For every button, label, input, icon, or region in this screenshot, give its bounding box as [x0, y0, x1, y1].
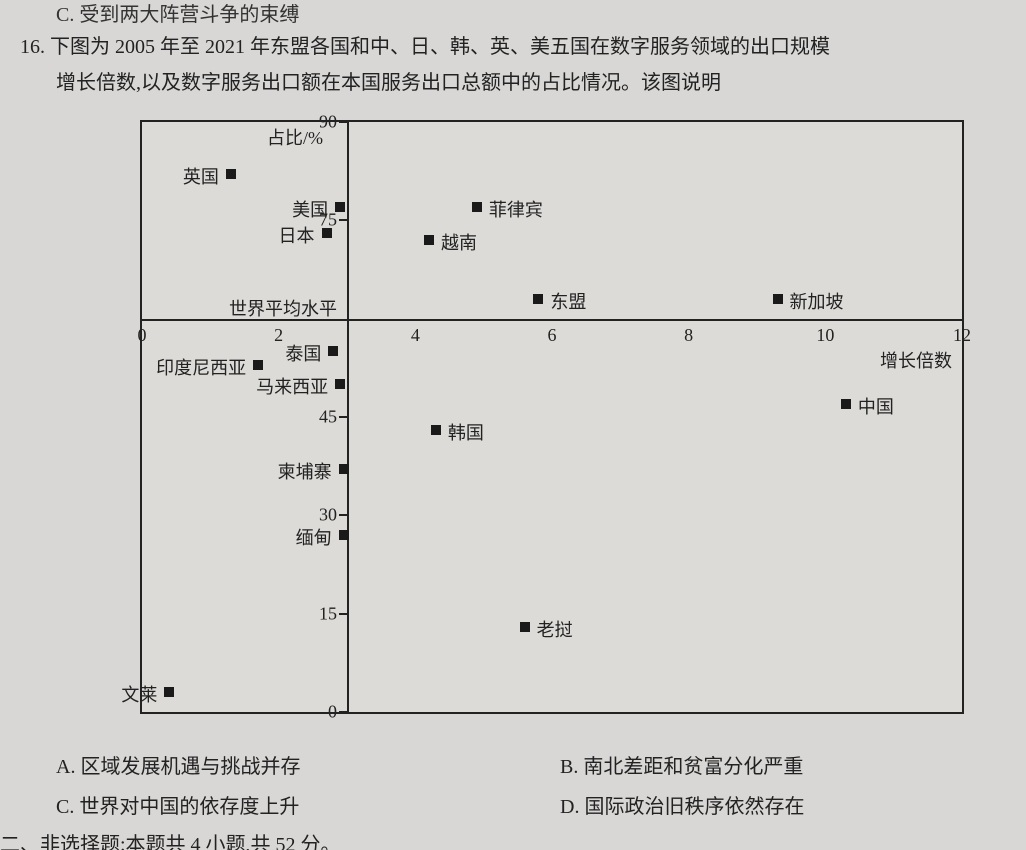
- data-point-label: 美国: [292, 196, 328, 222]
- y-tick-label: 30: [319, 505, 337, 526]
- data-point-label: 英国: [183, 163, 219, 189]
- page-root: { "cutoff_line": "C. 受到两大阵营斗争的束缚", "ques…: [0, 0, 1026, 850]
- data-point-label: 东盟: [550, 288, 586, 314]
- data-point: [472, 202, 482, 212]
- data-point: [773, 294, 783, 304]
- data-point-label: 韩国: [448, 419, 484, 445]
- data-point-label: 新加坡: [790, 288, 844, 314]
- data-point: [226, 169, 236, 179]
- y-axis-title: 占比/%: [267, 124, 323, 150]
- y-tick-label: 45: [319, 407, 337, 428]
- x-tick-label: 0: [138, 325, 147, 346]
- scatter-chart: 024681012增长倍数01530457590占比/%世界平均水平英国美国菲律…: [140, 120, 964, 714]
- data-point: [335, 202, 345, 212]
- data-point-label: 文莱: [121, 681, 157, 707]
- x-tick-label: 10: [816, 325, 834, 346]
- question-line-2: 增长倍数,以及数字服务出口额在本国服务出口总额中的占比情况。该图说明: [56, 68, 721, 98]
- y-tick-mark: [339, 416, 347, 418]
- x-tick-label: 6: [548, 325, 557, 346]
- data-point-label: 印度尼西亚: [156, 354, 246, 380]
- y-tick-mark: [339, 219, 347, 221]
- data-point: [431, 425, 441, 435]
- section-2-heading: 二、非选择题:本题共 4 小题,共 52 分。: [0, 830, 341, 850]
- data-point: [335, 379, 345, 389]
- x-tick-label: 2: [274, 325, 283, 346]
- y-tick-label: 15: [319, 603, 337, 624]
- data-point-label: 中国: [858, 393, 894, 419]
- data-point-label: 缅甸: [296, 524, 332, 550]
- data-point: [533, 294, 543, 304]
- data-point-label: 越南: [441, 229, 477, 255]
- question-text-1: 下图为 2005 年至 2021 年东盟各国和中、日、韩、英、美五国在数字服务领…: [50, 36, 830, 58]
- x-tick-label: 4: [411, 325, 420, 346]
- option-a[interactable]: A. 区域发展机遇与挑战并存: [56, 750, 300, 779]
- option-b[interactable]: B. 南北差距和贫富分化严重: [560, 750, 803, 779]
- data-point-label: 日本: [279, 222, 315, 248]
- y-tick-mark: [339, 613, 347, 615]
- y-tick-mark: [339, 121, 347, 123]
- y-tick-label: 0: [328, 702, 337, 723]
- x-axis-title: 增长倍数: [880, 347, 952, 373]
- data-point-label: 柬埔寨: [278, 458, 332, 484]
- question-line-1: 16. 下图为 2005 年至 2021 年东盟各国和中、日、韩、英、美五国在数…: [20, 32, 830, 62]
- x-tick-label: 12: [953, 325, 971, 346]
- data-point: [164, 687, 174, 697]
- world-average-label: 世界平均水平: [229, 295, 337, 321]
- data-point-label: 菲律宾: [489, 196, 543, 222]
- data-point: [520, 622, 530, 632]
- y-tick-mark: [339, 711, 347, 713]
- data-point: [253, 360, 263, 370]
- data-point-label: 老挝: [537, 616, 573, 642]
- data-point: [841, 399, 851, 409]
- y-tick-mark: [339, 514, 347, 516]
- data-point-label: 泰国: [285, 340, 321, 366]
- data-point: [339, 530, 349, 540]
- x-tick-label: 8: [684, 325, 693, 346]
- option-c[interactable]: C. 世界对中国的依存度上升: [56, 790, 299, 819]
- data-point: [328, 346, 338, 356]
- y-axis-line: [347, 122, 349, 712]
- data-point: [339, 464, 349, 474]
- data-point-label: 马来西亚: [256, 373, 328, 399]
- data-point: [322, 228, 332, 238]
- option-d[interactable]: D. 国际政治旧秩序依然存在: [560, 790, 804, 819]
- data-point: [424, 235, 434, 245]
- question-number: 16.: [20, 36, 45, 58]
- previous-option-c: C. 受到两大阵营斗争的束缚: [56, 0, 299, 30]
